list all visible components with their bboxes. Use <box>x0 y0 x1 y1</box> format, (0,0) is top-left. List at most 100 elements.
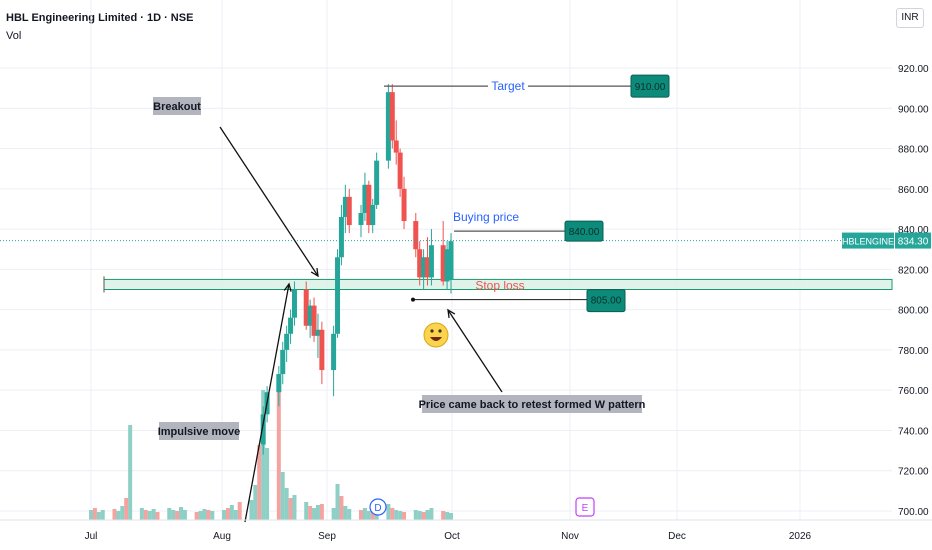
volume-bar <box>178 507 183 520</box>
volume-bar <box>362 508 367 520</box>
impulsive-move-annotation-box <box>159 422 239 440</box>
volume-bar <box>429 508 434 520</box>
volume-bar <box>222 510 227 520</box>
candle-body <box>358 212 364 226</box>
volume-bar <box>284 488 289 520</box>
volume-bars <box>89 375 453 520</box>
candle-body <box>393 140 399 153</box>
volume-bar <box>143 510 148 520</box>
impulsive-move-annotation-text: Impulsive move <box>158 426 241 438</box>
candle-body <box>397 152 403 189</box>
volume-indicator-label[interactable]: Vol <box>6 30 22 42</box>
candle-body <box>374 160 380 205</box>
volume-bar <box>261 390 266 520</box>
volume-bar <box>398 511 403 520</box>
candle-body <box>303 289 309 326</box>
candle-body <box>276 374 282 393</box>
volume-bar <box>394 510 399 520</box>
candle-body <box>288 317 294 334</box>
candle-body <box>440 245 446 282</box>
volume-bar <box>194 512 199 520</box>
candle-body <box>335 257 341 334</box>
volume-bar <box>92 508 97 520</box>
volume-bar <box>257 445 262 520</box>
volume-bar <box>280 472 285 520</box>
buying-price-label: Buying price <box>453 210 519 224</box>
volume-bar <box>425 510 430 520</box>
volume-bar <box>202 509 207 520</box>
smiley-eye <box>430 329 434 333</box>
level-lines <box>0 85 892 302</box>
target-value-box <box>630 74 670 98</box>
volume-bar <box>155 512 160 520</box>
volume-bar <box>417 511 422 520</box>
time-tick-label: Sep <box>318 531 336 542</box>
candle-body <box>385 92 391 161</box>
volume-bar <box>331 508 336 520</box>
volume-bar <box>402 512 407 520</box>
retest-annotation-box <box>422 395 642 413</box>
price-tick-label: 880.00 <box>898 145 929 156</box>
candle-body <box>448 241 454 280</box>
breakout-annotation-box <box>153 97 201 115</box>
candle-body <box>331 333 337 371</box>
volume-bar <box>265 448 270 520</box>
volume-bar <box>445 512 450 520</box>
volume-bar <box>229 505 234 520</box>
volume-bar <box>308 506 313 520</box>
candle-body <box>319 329 325 371</box>
ticker-label: HBLENGINE <box>842 237 894 247</box>
volume-bar <box>182 510 187 520</box>
candle-body <box>291 289 297 318</box>
volume-bar <box>390 508 395 520</box>
volume-bar <box>339 496 344 520</box>
candle-body <box>428 245 434 278</box>
volume-bar <box>124 498 129 520</box>
volume-bar <box>233 510 238 520</box>
volume-bar <box>370 512 375 520</box>
volume-bar <box>448 513 453 520</box>
volume-bar <box>315 505 320 520</box>
volume-bar <box>112 509 117 520</box>
candle-body <box>307 305 313 326</box>
volume-bar <box>96 512 101 520</box>
smiley-eye <box>438 329 442 333</box>
breakout-arrow-head <box>310 267 319 278</box>
currency-button[interactable]: INR <box>896 8 924 28</box>
breakout-arrow <box>219 126 319 277</box>
price-tick-label: 800.00 <box>898 306 929 317</box>
stop-loss-anchor[interactable] <box>411 297 415 302</box>
candle-body <box>366 184 372 226</box>
volume-bar <box>147 511 152 520</box>
candle-body <box>444 249 450 282</box>
earnings-marker-icon[interactable] <box>575 497 595 517</box>
volume-bar <box>167 508 172 520</box>
stop-loss-value: 805.00 <box>591 296 622 307</box>
candle-body <box>260 414 266 445</box>
price-tick-label: 740.00 <box>898 426 929 437</box>
impulsive-move-arrow-head <box>283 282 292 292</box>
time-tick-label: Jul <box>85 531 98 542</box>
annotations: Target 910.00 Buying price 840.00 Stop loss 8… <box>153 74 670 523</box>
price-tick-label: 700.00 <box>898 507 929 518</box>
volume-bar <box>175 511 180 520</box>
price-tick-label: 840.00 <box>898 225 929 236</box>
candle-body <box>338 217 344 258</box>
smiley-mouth <box>430 337 442 341</box>
volume-bar <box>343 506 348 520</box>
volume-bar <box>386 504 391 520</box>
volume-bar <box>128 425 133 520</box>
volume-bar <box>237 502 242 520</box>
price-tick-label: 760.00 <box>898 386 929 397</box>
volume-bar <box>225 508 230 520</box>
smiley-emoji-icon <box>423 322 449 348</box>
volume-bar <box>366 511 371 520</box>
chart-title: HBL Engineering Limited · 1D · NSE <box>6 12 194 24</box>
dividend-marker-icon[interactable] <box>369 498 387 516</box>
volume-bar <box>100 510 105 520</box>
retest-arrow-head <box>447 308 456 319</box>
candle-body <box>425 257 431 278</box>
price-tick-label: 900.00 <box>898 104 929 115</box>
dividend-marker-text: D <box>374 503 381 514</box>
